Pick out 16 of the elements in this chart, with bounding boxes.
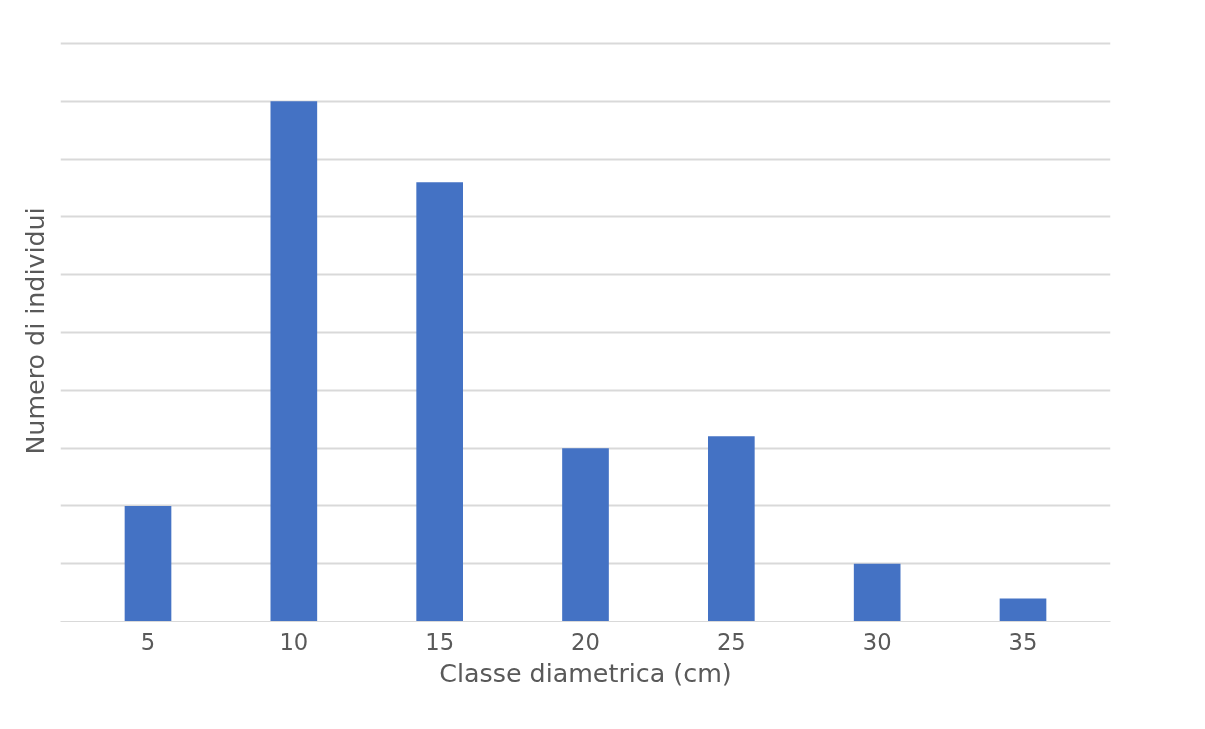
x-tick-label: 5 xyxy=(140,628,156,655)
x-tick-label: 30 xyxy=(862,628,892,655)
x-tick-label: 35 xyxy=(1008,628,1038,655)
x-tick-label: 10 xyxy=(279,628,309,655)
bar xyxy=(124,505,172,622)
bar xyxy=(708,436,755,622)
bar xyxy=(416,182,463,622)
x-axis-title: Classe diametrica (cm) xyxy=(439,657,732,688)
bar xyxy=(562,448,609,622)
bar xyxy=(999,598,1047,622)
y-axis-title: Numero di individui xyxy=(19,207,50,455)
x-tick-label: 15 xyxy=(425,628,455,655)
bar xyxy=(853,563,901,622)
bar xyxy=(270,101,318,622)
x-tick-label: 25 xyxy=(716,628,746,655)
x-tick-label: 20 xyxy=(571,628,600,655)
